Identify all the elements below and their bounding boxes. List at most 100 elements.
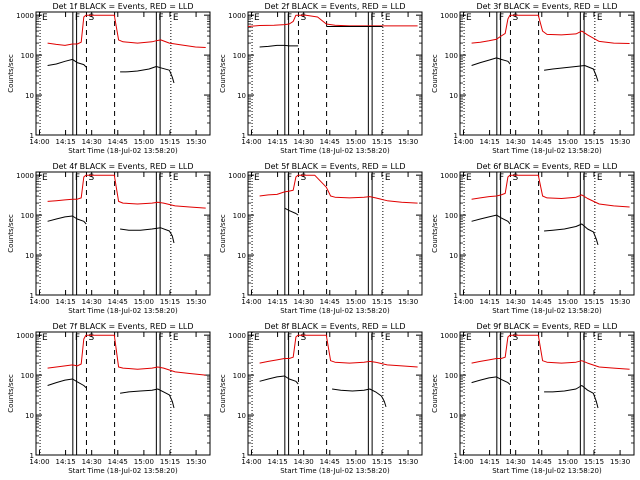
marker-label: S [88, 173, 94, 183]
y-tick-label: 100 [21, 212, 34, 220]
plot-frame [35, 331, 211, 456]
x-tick-label: 15:30 [186, 458, 206, 466]
y-tick-label: 10 [237, 252, 246, 260]
x-tick-label: 14:00 [29, 458, 49, 466]
y-axis-label: Counts/sec [431, 54, 439, 93]
y-tick-label: 1000 [16, 12, 34, 20]
x-tick-label: 14:15 [267, 458, 287, 466]
x-tick-label: 14:45 [320, 298, 340, 306]
x-tick-label: 14:45 [532, 458, 552, 466]
marker-label: E [385, 333, 391, 343]
y-tick-label: 1 [242, 452, 246, 460]
x-tick-label: 14:30 [294, 138, 314, 146]
x-tick-label: 14:00 [453, 458, 473, 466]
x-tick-label: 14:00 [453, 138, 473, 146]
x-tick-label: 14:00 [241, 298, 261, 306]
series-line-events [471, 214, 599, 246]
marker-label: F [499, 333, 504, 343]
x-axis-label: Start Time (18-Jul-02 13:58:20) [492, 147, 602, 155]
marker-label: F [158, 173, 163, 183]
x-tick-label: 14:00 [29, 298, 49, 306]
x-tick-label: 15:00 [346, 138, 366, 146]
marker-label: F [75, 173, 80, 183]
marker-label: E [597, 333, 603, 343]
x-tick-label: 15:30 [398, 298, 418, 306]
y-tick-label: 1000 [440, 12, 458, 20]
x-tick-label: 15:15 [372, 458, 392, 466]
marker-label: F [287, 333, 292, 343]
chart-panel: Det 5f BLACK = Events, RED = LLD 1 10 100 10… [219, 162, 423, 315]
series-line-lld [247, 14, 418, 27]
chart-title: Det 2f BLACK = Events, RED = LLD [264, 2, 405, 11]
x-tick-label: 14:30 [82, 458, 102, 466]
x-axis-label: Start Time (18-Jul-02 13:58:20) [280, 467, 390, 475]
series-line-events [471, 376, 599, 409]
y-tick-label: 1 [242, 132, 246, 140]
x-tick-label: 14:15 [267, 138, 287, 146]
y-axis-label: Counts/sec [219, 374, 227, 413]
series-line-lld [47, 334, 206, 376]
x-tick-label: 15:00 [134, 298, 154, 306]
x-tick-label: 14:15 [479, 138, 499, 146]
y-tick-label: 100 [445, 372, 458, 380]
chart-title: Det 7f BLACK = Events, RED = LLD [52, 322, 193, 331]
chart-title: Det 4f BLACK = Events, RED = LLD [52, 162, 193, 171]
series-line-lld [259, 174, 418, 204]
x-tick-label: 15:15 [584, 138, 604, 146]
x-tick-label: 14:45 [108, 458, 128, 466]
marker-label: E [385, 173, 391, 183]
y-tick-label: 10 [449, 412, 458, 420]
series-line-events [284, 207, 299, 216]
y-axis-label: Counts/sec [431, 214, 439, 253]
marker-label: F [158, 333, 163, 343]
marker-label: E [42, 173, 48, 183]
x-tick-label: 14:30 [294, 298, 314, 306]
y-tick-label: 10 [449, 252, 458, 260]
y-tick-label: 1 [30, 452, 34, 460]
series-line-events [259, 44, 299, 48]
y-tick-label: 10 [449, 92, 458, 100]
y-tick-label: 100 [445, 52, 458, 60]
x-tick-label: 15:00 [346, 458, 366, 466]
chart-panel: Det 9f BLACK = Events, RED = LLD 1 10 100 10… [431, 322, 635, 475]
series-line-lld [259, 334, 418, 368]
x-axis-label: Start Time (18-Jul-02 13:58:20) [68, 307, 178, 315]
y-axis-label: Counts/sec [219, 54, 227, 93]
x-tick-label: 14:15 [55, 458, 75, 466]
y-axis-label: Counts/sec [7, 374, 15, 413]
marker-label: S [300, 13, 306, 23]
y-tick-label: 1000 [440, 172, 458, 180]
series-line-events [471, 57, 599, 82]
y-tick-label: 1 [242, 292, 246, 300]
x-axis-label: Start Time (18-Jul-02 13:58:20) [492, 467, 602, 475]
marker-label: S [88, 13, 94, 23]
x-axis-label: Start Time (18-Jul-02 13:58:20) [280, 147, 390, 155]
x-tick-label: 15:30 [610, 138, 630, 146]
x-tick-label: 14:45 [532, 298, 552, 306]
y-tick-label: 100 [233, 372, 246, 380]
marker-label: E [173, 333, 179, 343]
marker-label: F [75, 13, 80, 23]
y-tick-label: 1 [30, 292, 34, 300]
x-axis-label: Start Time (18-Jul-02 13:58:20) [280, 307, 390, 315]
x-tick-label: 14:45 [320, 138, 340, 146]
marker-label: E [385, 13, 391, 23]
marker-label: E [597, 13, 603, 23]
y-tick-label: 100 [233, 212, 246, 220]
y-tick-label: 10 [25, 252, 34, 260]
x-tick-label: 15:30 [398, 458, 418, 466]
x-tick-label: 15:15 [584, 458, 604, 466]
series-line-lld [471, 174, 630, 208]
x-tick-label: 15:15 [160, 138, 180, 146]
y-tick-label: 1000 [440, 332, 458, 340]
chart-title: Det 6f BLACK = Events, RED = LLD [476, 162, 617, 171]
marker-label: F [499, 13, 504, 23]
x-tick-label: 14:30 [506, 138, 526, 146]
marker-label: E [466, 13, 472, 23]
x-tick-label: 14:30 [82, 298, 102, 306]
x-tick-label: 15:30 [186, 138, 206, 146]
y-tick-label: 1 [30, 132, 34, 140]
x-tick-label: 14:45 [320, 458, 340, 466]
marker-label: S [88, 333, 94, 343]
